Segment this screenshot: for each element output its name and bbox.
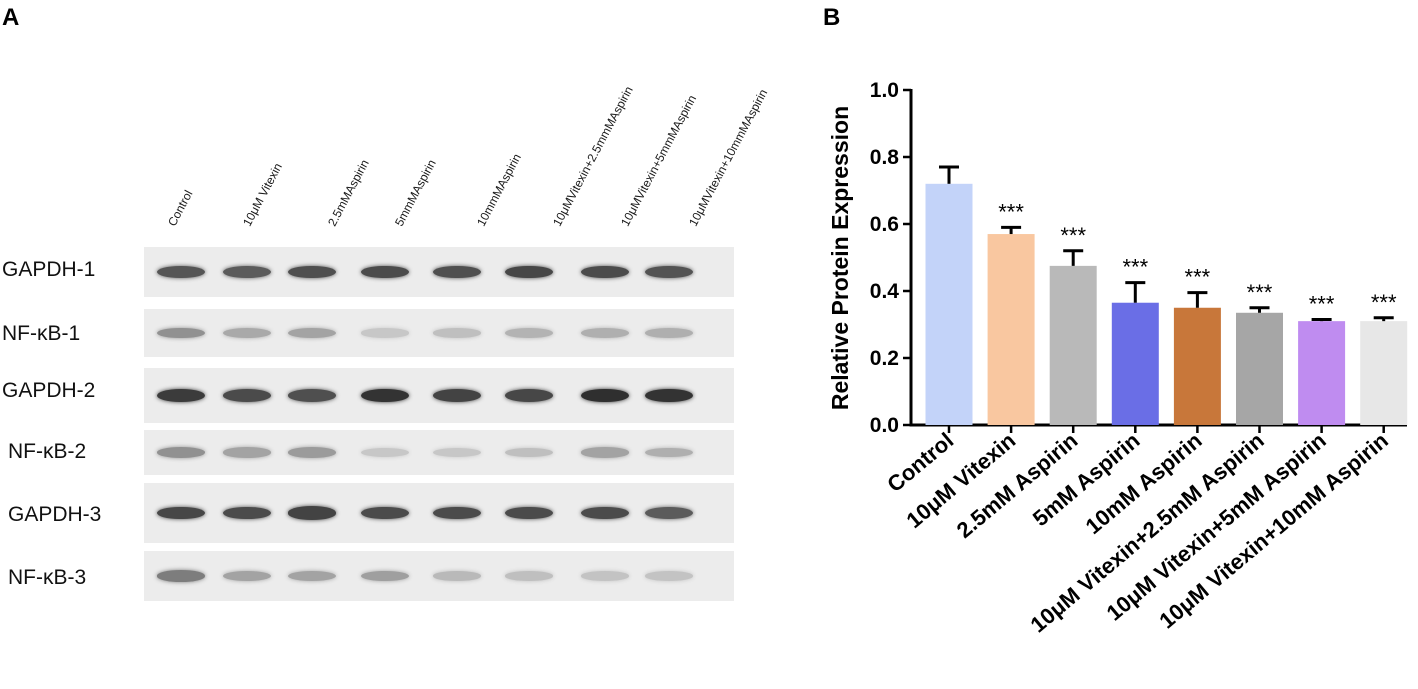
blot-strip: [144, 430, 734, 475]
blot-band: [505, 389, 553, 402]
blot-band: [223, 265, 271, 279]
blot-band: [288, 265, 336, 279]
bar: [1236, 312, 1283, 425]
significance-marker: ***: [1185, 265, 1211, 290]
chart-bars: [925, 165, 1408, 425]
blot-band: [645, 571, 693, 581]
blot-strip: [144, 368, 734, 423]
lane-labels: Control 10μM Vitexin 2.5mMAspirin 5mmMAspir…: [0, 0, 810, 240]
blot-band: [645, 506, 693, 520]
bar: [1298, 321, 1346, 425]
blot-row-label: GAPDH-3: [8, 503, 102, 526]
significance-marker: ***: [1309, 291, 1335, 316]
bar: [1173, 307, 1221, 425]
significance-marker: ***: [1060, 223, 1086, 248]
blot-band: [157, 570, 205, 582]
blot-band: [361, 570, 409, 582]
blot-band: [581, 571, 629, 581]
bar: [925, 183, 973, 425]
y-tick-label: 1.0: [870, 79, 899, 102]
blot-band: [505, 328, 553, 338]
lane-label: 10μMVitexin+10mmMAspirin: [686, 86, 771, 229]
lane-label: 10μM Vitexin: [240, 160, 285, 229]
blot-band: [645, 265, 693, 279]
blot-strip: [144, 483, 734, 543]
blot-band: [361, 447, 409, 458]
y-tick-label: 0.0: [870, 414, 899, 437]
lane-label: 5mmMAspirin: [392, 157, 439, 229]
lane-label: 10mmMAspirin: [474, 151, 524, 229]
blot-band: [157, 506, 205, 520]
lane-label: Control: [165, 187, 196, 229]
blot-band: [157, 327, 205, 339]
bar: [987, 234, 1035, 425]
bar: [1049, 265, 1097, 425]
blot-band: [223, 506, 271, 520]
blot-band: [581, 447, 629, 458]
blot-band: [288, 506, 336, 520]
blot-band: [361, 265, 409, 279]
blot-band: [288, 327, 336, 339]
blot-band: [433, 571, 481, 581]
panel-b-letter: B: [823, 4, 841, 31]
blot-row-label: GAPDH-1: [2, 258, 96, 281]
blot-strip: [144, 247, 734, 297]
blot-band: [581, 506, 629, 520]
y-tick-label: 0.4: [870, 280, 900, 303]
blot-band: [157, 388, 205, 403]
panel-a-letter: A: [2, 4, 20, 31]
blot-band: [433, 388, 481, 402]
blot-band: [433, 506, 481, 520]
lane-label: 2.5mMAspirin: [325, 157, 372, 229]
y-tick-label: 0.8: [870, 146, 900, 169]
blot-band: [581, 388, 629, 403]
blot-band: [505, 447, 553, 458]
significance-marker: ***: [1247, 280, 1273, 305]
significance-marker: ***: [998, 199, 1024, 224]
significance-marker: ***: [1122, 255, 1148, 280]
blot-band: [505, 265, 553, 279]
blot-band: [288, 570, 336, 582]
blot-band: [223, 570, 271, 582]
blot-band: [223, 447, 271, 458]
blot-band: [361, 388, 409, 403]
blot-band: [288, 389, 336, 402]
bar: [1111, 302, 1159, 425]
blot-band: [505, 506, 553, 520]
significance-marker: ***: [1371, 290, 1397, 315]
bar-chart: 0.0 0.2 0.4 0.6 0.8 1.0 Relative Protein Expre…: [827, 79, 1408, 637]
blot-band: [433, 265, 481, 279]
blot-band: [157, 447, 205, 458]
blot-band: [581, 265, 629, 279]
blot-band: [157, 265, 205, 279]
blot-band: [223, 389, 271, 402]
blot-row-label: GAPDH-2: [2, 379, 96, 402]
blot-band: [433, 447, 481, 458]
blot-band: [433, 328, 481, 338]
western-blot-panel: A Control 10μM Vitexin 2.5mMAspirin 5mmMAsp…: [0, 0, 810, 601]
blot-band: [645, 328, 693, 338]
y-tick-label: 0.2: [870, 347, 899, 370]
blot-strip: [144, 551, 734, 601]
blot-band: [223, 328, 271, 338]
y-axis-title: Relative Protein Expression: [827, 106, 853, 410]
blot-band: [361, 506, 409, 520]
blot-band: [645, 447, 693, 458]
blot-row-label: NF-κB-2: [8, 440, 87, 463]
blot-band: [581, 328, 629, 338]
blot-band: [288, 447, 336, 458]
blot-row-label: NF-κB-3: [8, 566, 87, 589]
lane-label: 10μMVitexin+2.5mmMAspirin: [550, 83, 636, 229]
blot-band: [361, 328, 409, 338]
blot-row-label: NF-κB-1: [2, 322, 81, 345]
lane-label: 10μMVitexin+5mmMAspirin: [618, 92, 700, 229]
bar: [1360, 321, 1408, 425]
y-tick-label: 0.6: [870, 213, 899, 236]
blot-strip: [144, 309, 734, 357]
blot-band: [645, 388, 693, 403]
blot-band: [505, 571, 553, 581]
